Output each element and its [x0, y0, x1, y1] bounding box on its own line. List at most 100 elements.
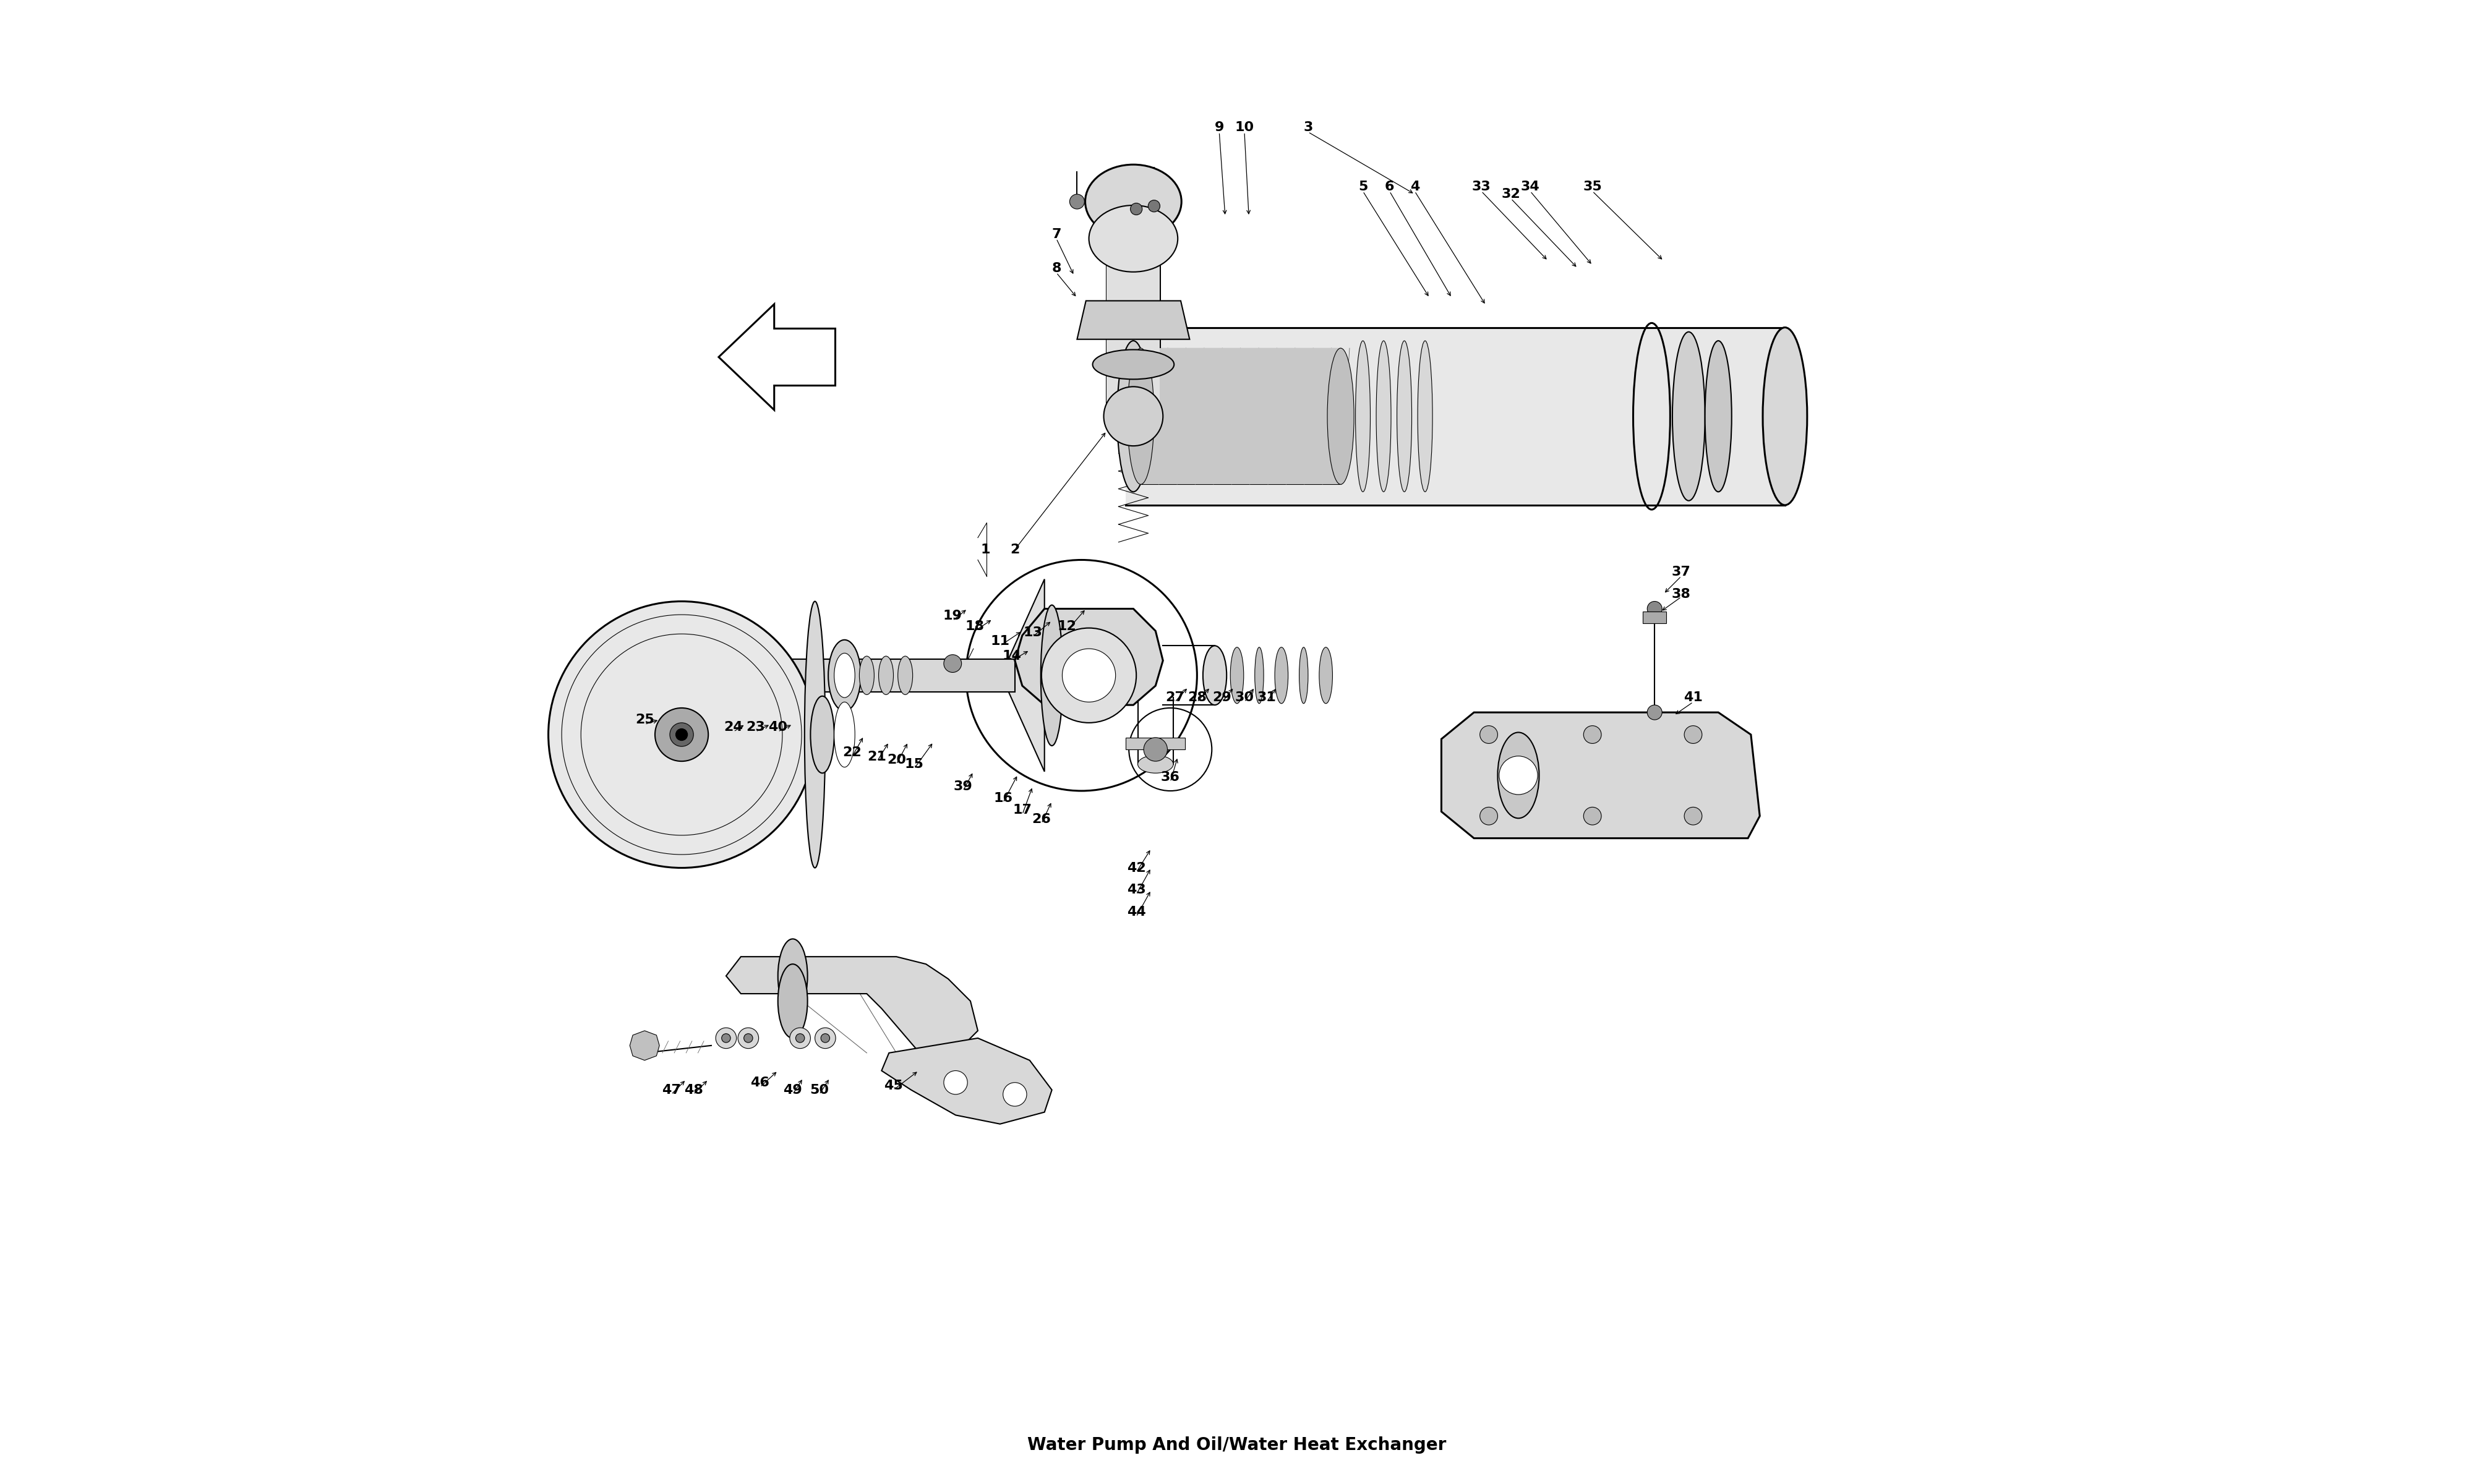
Ellipse shape [1398, 341, 1413, 491]
Text: 31: 31 [1257, 692, 1277, 703]
Text: 21: 21 [868, 751, 886, 763]
Text: 42: 42 [1126, 862, 1145, 874]
Circle shape [745, 1034, 752, 1043]
Bar [1141, 349, 1341, 484]
Circle shape [1685, 807, 1702, 825]
Circle shape [943, 1070, 967, 1094]
Text: 33: 33 [1472, 181, 1492, 193]
Circle shape [1143, 738, 1168, 761]
Text: 22: 22 [844, 746, 861, 758]
Ellipse shape [1356, 341, 1371, 491]
Text: 41: 41 [1685, 692, 1702, 703]
Ellipse shape [878, 656, 893, 695]
Ellipse shape [1299, 647, 1309, 703]
Circle shape [797, 1034, 804, 1043]
Ellipse shape [811, 696, 834, 773]
Text: 46: 46 [750, 1076, 769, 1089]
Circle shape [1042, 628, 1136, 723]
Text: 44: 44 [1126, 907, 1145, 919]
Circle shape [1583, 726, 1601, 743]
Text: 13: 13 [1024, 626, 1042, 638]
Text: 8: 8 [1051, 263, 1061, 275]
Polygon shape [1442, 712, 1759, 838]
Ellipse shape [1138, 755, 1173, 773]
Text: 15: 15 [905, 758, 923, 770]
Ellipse shape [1319, 647, 1333, 703]
Text: 12: 12 [1056, 620, 1076, 632]
Bar [1643, 611, 1667, 623]
Circle shape [722, 1034, 730, 1043]
Text: 49: 49 [784, 1083, 802, 1097]
Text: 45: 45 [883, 1079, 903, 1092]
Ellipse shape [1672, 332, 1705, 500]
Polygon shape [631, 1031, 661, 1061]
Text: 10: 10 [1235, 122, 1254, 134]
Text: 11: 11 [990, 635, 1009, 647]
Ellipse shape [1042, 605, 1064, 745]
Ellipse shape [1103, 387, 1163, 445]
Circle shape [549, 601, 814, 868]
Text: Water Pump And Oil/Water Heat Exchanger: Water Pump And Oil/Water Heat Exchanger [1027, 1437, 1447, 1454]
Ellipse shape [898, 656, 913, 695]
Text: 50: 50 [809, 1083, 829, 1097]
Ellipse shape [1418, 341, 1432, 491]
Ellipse shape [777, 939, 807, 1014]
Bar [1106, 261, 1160, 417]
Circle shape [1479, 726, 1497, 743]
Ellipse shape [834, 702, 856, 767]
Ellipse shape [804, 601, 826, 868]
Polygon shape [881, 1039, 1051, 1123]
Text: 30: 30 [1235, 692, 1254, 703]
Text: 5: 5 [1358, 181, 1368, 193]
Ellipse shape [1705, 341, 1732, 491]
Ellipse shape [777, 965, 807, 1039]
Ellipse shape [1118, 341, 1150, 491]
Text: 35: 35 [1583, 181, 1603, 193]
Circle shape [737, 1028, 760, 1049]
Circle shape [1685, 726, 1702, 743]
Ellipse shape [1764, 328, 1806, 505]
Circle shape [1583, 807, 1601, 825]
Bar [1126, 738, 1185, 749]
Text: 48: 48 [683, 1083, 703, 1097]
Text: 7: 7 [1051, 229, 1061, 240]
Circle shape [1069, 194, 1084, 209]
Circle shape [1148, 200, 1160, 212]
Bar [1126, 328, 1784, 505]
Polygon shape [992, 579, 1044, 772]
Text: 18: 18 [965, 620, 985, 632]
Ellipse shape [1254, 647, 1264, 703]
Ellipse shape [1089, 205, 1178, 272]
Text: 14: 14 [1002, 650, 1022, 662]
Circle shape [670, 723, 693, 746]
Circle shape [1648, 705, 1663, 720]
Ellipse shape [858, 656, 873, 695]
Polygon shape [1014, 608, 1163, 705]
Ellipse shape [1094, 350, 1175, 380]
Circle shape [789, 1028, 811, 1049]
Ellipse shape [829, 640, 861, 711]
Text: 29: 29 [1212, 692, 1232, 703]
Circle shape [1648, 601, 1663, 616]
Text: 26: 26 [1032, 813, 1051, 825]
Text: 6: 6 [1385, 181, 1395, 193]
Ellipse shape [834, 653, 856, 697]
Text: 47: 47 [661, 1083, 680, 1097]
Text: 27: 27 [1165, 692, 1185, 703]
Text: 36: 36 [1160, 772, 1180, 784]
Text: 20: 20 [886, 754, 905, 766]
Text: 25: 25 [636, 714, 653, 726]
Ellipse shape [1376, 341, 1390, 491]
Text: 40: 40 [769, 721, 787, 733]
Text: 1: 1 [980, 543, 990, 555]
Text: 28: 28 [1188, 692, 1207, 703]
Circle shape [1499, 755, 1539, 794]
Text: 19: 19 [943, 610, 962, 622]
Text: 39: 39 [952, 781, 972, 792]
Text: 16: 16 [995, 792, 1012, 804]
Circle shape [1002, 1082, 1027, 1106]
Bar [769, 659, 1014, 692]
Polygon shape [717, 304, 836, 410]
Ellipse shape [1274, 647, 1289, 703]
Ellipse shape [1230, 647, 1244, 703]
